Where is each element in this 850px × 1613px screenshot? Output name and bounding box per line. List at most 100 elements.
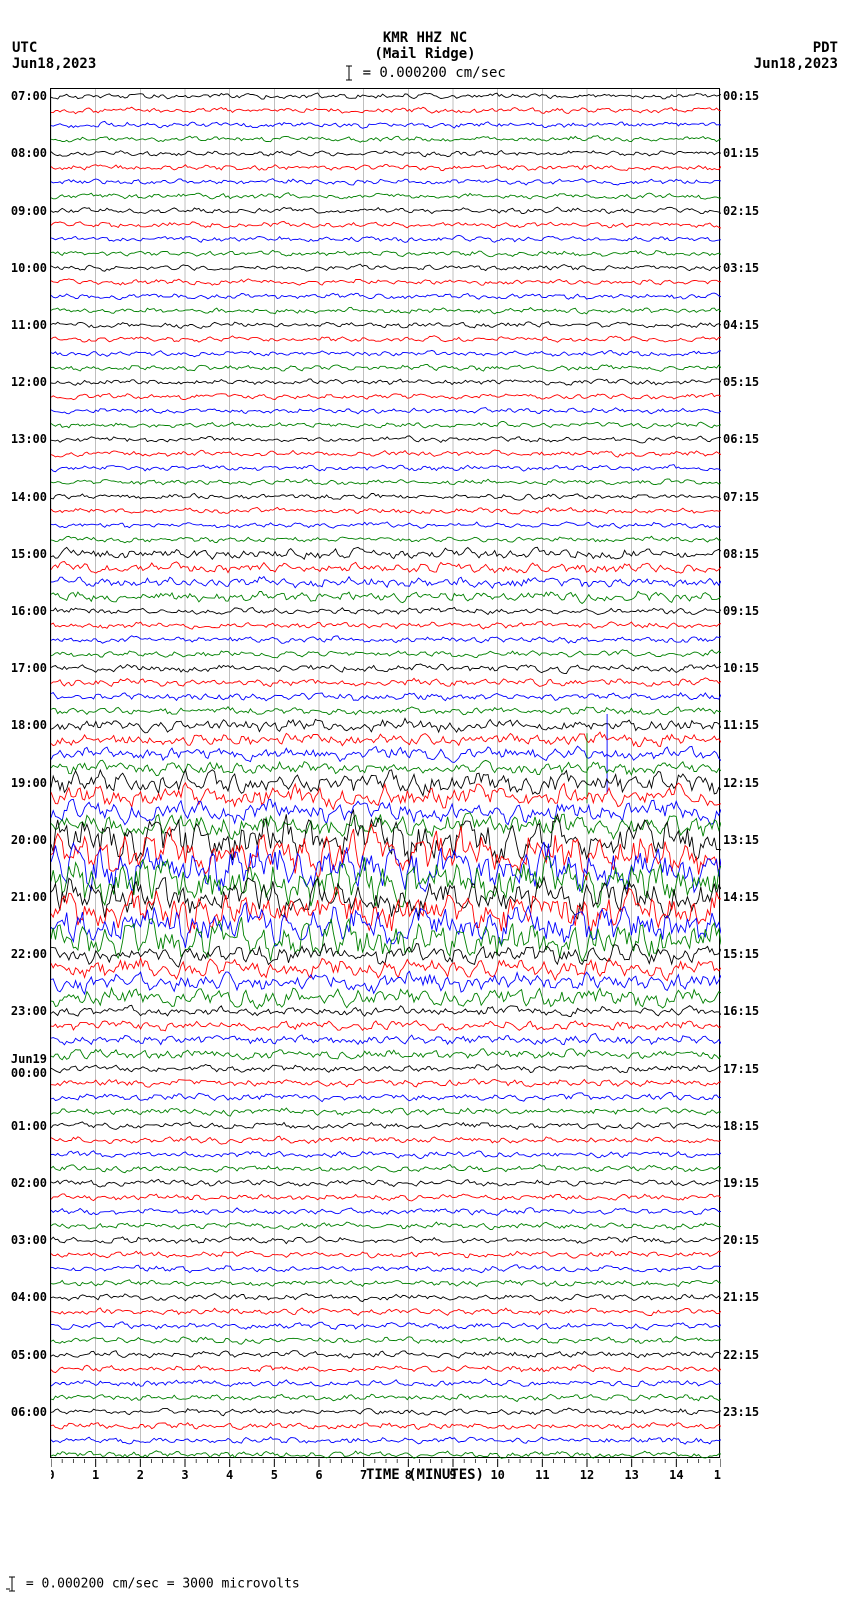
trace-line bbox=[51, 479, 721, 485]
station-name: (Mail Ridge) bbox=[0, 46, 850, 62]
helicorder-svg bbox=[51, 89, 721, 1459]
footer-scale-text: = 0.000200 cm/sec = 3000 microvolts bbox=[18, 1577, 300, 1592]
trace-line bbox=[51, 536, 721, 543]
trace-line bbox=[51, 1294, 721, 1302]
time-label-right: 06:15 bbox=[723, 432, 759, 446]
trace-line bbox=[51, 379, 721, 385]
trace-line bbox=[51, 1021, 721, 1031]
trace-line bbox=[51, 151, 721, 157]
trace-line bbox=[51, 732, 721, 747]
trace-line bbox=[51, 393, 721, 399]
time-label-right: 04:15 bbox=[723, 318, 759, 332]
trace-line bbox=[51, 350, 721, 356]
trace-line bbox=[51, 783, 721, 810]
time-label-left: 03:00 bbox=[11, 1233, 47, 1247]
trace-line bbox=[51, 207, 721, 213]
trace-line bbox=[51, 622, 721, 630]
trace-line bbox=[51, 465, 721, 472]
time-label-left: 17:00 bbox=[11, 661, 47, 675]
time-label-left: 20:00 bbox=[11, 833, 47, 847]
time-label-right: 17:15 bbox=[723, 1062, 759, 1076]
time-label-right: 16:15 bbox=[723, 1004, 759, 1018]
trace-line bbox=[51, 1136, 721, 1144]
trace-line bbox=[51, 1165, 721, 1173]
time-label-left: Jun19 bbox=[11, 1052, 47, 1066]
trace-line bbox=[51, 107, 721, 114]
time-label-right: 10:15 bbox=[723, 661, 759, 675]
trace-line bbox=[51, 93, 721, 99]
time-label-left: 08:00 bbox=[11, 146, 47, 160]
time-label-left: 14:00 bbox=[11, 490, 47, 504]
time-label-right: 09:15 bbox=[723, 604, 759, 618]
x-axis-label: TIME (MINUTES) bbox=[0, 1467, 850, 1483]
trace-line bbox=[51, 250, 721, 256]
time-label-right: 23:15 bbox=[723, 1405, 759, 1419]
time-label-left: 21:00 bbox=[11, 890, 47, 904]
trace-line bbox=[51, 733, 721, 803]
trace-line bbox=[51, 264, 721, 271]
time-label-right: 02:15 bbox=[723, 204, 759, 218]
trace-line bbox=[51, 336, 721, 343]
trace-line bbox=[51, 971, 721, 994]
trace-line bbox=[51, 650, 721, 658]
trace-line bbox=[51, 958, 721, 981]
trace-line bbox=[51, 707, 721, 715]
trace-line bbox=[51, 507, 721, 514]
time-label-left: 09:00 bbox=[11, 204, 47, 218]
trace-line bbox=[51, 322, 721, 329]
trace-line bbox=[51, 678, 721, 687]
trace-line bbox=[51, 365, 721, 372]
trace-line bbox=[51, 408, 721, 414]
trace-line bbox=[51, 1251, 721, 1258]
trace-line bbox=[51, 1423, 721, 1430]
trace-line bbox=[51, 1194, 721, 1201]
trace-line bbox=[51, 577, 721, 589]
time-label-right: 18:15 bbox=[723, 1119, 759, 1133]
time-label-right: 01:15 bbox=[723, 146, 759, 160]
trace-line bbox=[51, 1005, 721, 1016]
time-label-right: 21:15 bbox=[723, 1290, 759, 1304]
trace-line bbox=[51, 493, 721, 500]
trace-line bbox=[51, 293, 721, 299]
time-label-left: 05:00 bbox=[11, 1348, 47, 1362]
trace-line bbox=[51, 1379, 721, 1387]
trace-line bbox=[51, 636, 721, 644]
time-label-left: 04:00 bbox=[11, 1290, 47, 1304]
trace-line bbox=[51, 591, 721, 603]
trace-line bbox=[51, 1122, 721, 1130]
trace-line bbox=[51, 1265, 721, 1273]
station-title: KMR HHZ NC bbox=[0, 30, 850, 46]
time-label-right: 22:15 bbox=[723, 1348, 759, 1362]
trace-line bbox=[51, 1151, 721, 1159]
trace-line bbox=[51, 944, 721, 968]
trace-line bbox=[51, 436, 721, 443]
seismogram-container: UTC Jun18,2023 PDT Jun18,2023 KMR HHZ NC… bbox=[0, 0, 850, 1613]
time-label-left: 02:00 bbox=[11, 1176, 47, 1190]
trace-line bbox=[51, 718, 721, 732]
time-label-left: 13:00 bbox=[11, 432, 47, 446]
trace-line bbox=[51, 450, 721, 457]
trace-line bbox=[51, 1365, 721, 1373]
trace-line bbox=[51, 522, 721, 528]
trace-line bbox=[51, 193, 721, 199]
time-label-right: 07:15 bbox=[723, 490, 759, 504]
trace-line bbox=[51, 1222, 721, 1229]
time-label-left: 00:00 bbox=[11, 1066, 47, 1080]
time-label-left: 07:00 bbox=[11, 89, 47, 103]
trace-line bbox=[51, 810, 721, 866]
trace-line bbox=[51, 1092, 721, 1101]
trace-line bbox=[51, 165, 721, 171]
time-label-right: 20:15 bbox=[723, 1233, 759, 1247]
trace-line bbox=[51, 1394, 721, 1401]
trace-line bbox=[51, 1408, 721, 1416]
time-label-right: 03:15 bbox=[723, 261, 759, 275]
time-label-right: 15:15 bbox=[723, 947, 759, 961]
time-label-right: 05:15 bbox=[723, 375, 759, 389]
time-label-right: 08:15 bbox=[723, 547, 759, 561]
time-label-right: 11:15 bbox=[723, 718, 759, 732]
trace-line bbox=[51, 1280, 721, 1287]
trace-line bbox=[51, 1079, 721, 1087]
time-label-left: 12:00 bbox=[11, 375, 47, 389]
plot-area: 07:0008:0009:0010:0011:0012:0013:0014:00… bbox=[50, 88, 720, 1458]
trace-line bbox=[51, 842, 721, 892]
